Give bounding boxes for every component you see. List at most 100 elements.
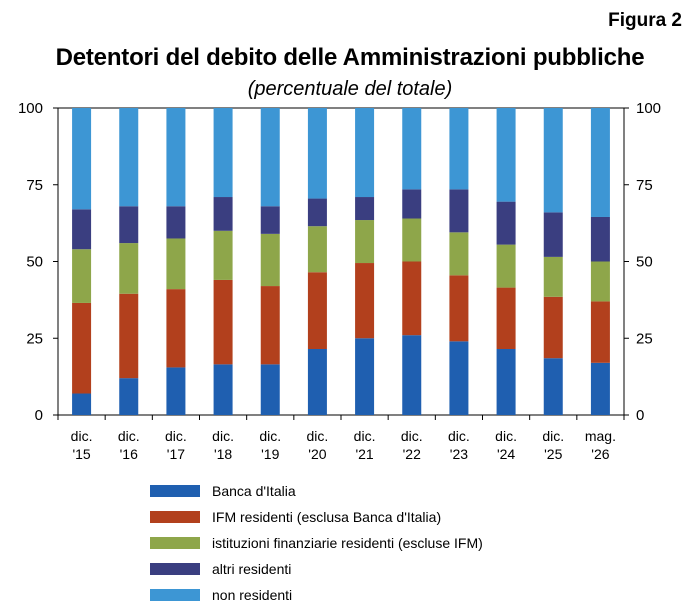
x-tick-label: dic.: [495, 428, 517, 444]
bar-segment: [166, 206, 186, 239]
bar-segment: [402, 108, 422, 190]
bar-segment: [402, 261, 422, 336]
bar-segment: [402, 218, 422, 262]
bar-segment: [543, 108, 563, 213]
legend-item-istituzioni-finanziarie: istituzioni finanziarie residenti (esclu…: [150, 530, 483, 556]
bar-segment: [213, 364, 233, 415]
chart-subtitle: (percentuale del totale): [247, 78, 453, 100]
legend-label: IFM residenti (esclusa Banca d'Italia): [212, 509, 442, 525]
bar-segment: [166, 238, 186, 290]
bar-segment: [119, 378, 139, 415]
legend-swatch: [150, 485, 200, 497]
bar-segment: [355, 338, 375, 415]
bar-segment: [590, 216, 610, 262]
bar-segment: [449, 189, 469, 233]
x-tick-label: '19: [261, 446, 279, 462]
y-tick-label-left: 0: [35, 407, 43, 424]
bar-segment: [72, 249, 92, 303]
x-tick-label: dic.: [354, 428, 376, 444]
x-tick-label: '24: [497, 446, 515, 462]
bar-segment: [402, 189, 422, 219]
x-tick-label: '16: [120, 446, 138, 462]
x-tick-label: '18: [214, 446, 232, 462]
bar-segment: [355, 108, 375, 198]
bar-segment: [260, 286, 280, 365]
bar-segment: [260, 108, 280, 207]
bar-segment: [72, 393, 92, 415]
bar-segment: [72, 302, 92, 394]
bar-segment: [307, 272, 327, 349]
bar-segment: [213, 230, 233, 280]
bar-segment: [355, 263, 375, 339]
bar-segment: [213, 197, 233, 231]
legend-swatch: [150, 511, 200, 523]
legend-item-banca-italia: Banca d'Italia: [150, 478, 483, 504]
bar-segment: [355, 220, 375, 264]
bar-segment: [307, 226, 327, 273]
legend-swatch: [150, 537, 200, 549]
bar-segment: [590, 261, 610, 302]
bar-segment: [449, 341, 469, 415]
bar-segment: [449, 108, 469, 190]
bar-segment: [496, 244, 516, 288]
x-tick-label: '17: [167, 446, 185, 462]
legend-label: altri residenti: [212, 561, 292, 577]
bar-segment: [166, 289, 186, 368]
x-tick-label: dic.: [401, 428, 423, 444]
x-tick-label: '25: [544, 446, 562, 462]
bar-segment: [213, 108, 233, 198]
y-tick-label-left: 75: [26, 177, 43, 194]
bar-segment: [543, 256, 563, 297]
bar-segment: [496, 348, 516, 415]
bar-segment: [590, 301, 610, 363]
bar-segment: [449, 232, 469, 276]
y-tick-label-left: 100: [18, 100, 43, 117]
bar-segment: [307, 348, 327, 415]
stacked-bar-chart: 0 0 25 25 50 50 75 75 100 100 dic. '15 dic. '16 dic. '1…: [18, 100, 661, 462]
x-tick-label: dic.: [542, 428, 564, 444]
bar-segment: [355, 197, 375, 221]
bar-segment: [260, 233, 280, 287]
y-tick-label-left: 25: [26, 330, 43, 347]
x-tick-label: '20: [308, 446, 326, 462]
x-tick-label: mag.: [585, 428, 616, 444]
legend-label: non residenti: [212, 587, 293, 603]
bar-segment: [543, 212, 563, 257]
bar-segment: [119, 206, 139, 244]
bar-segment: [260, 364, 280, 415]
legend-item-altri-residenti: altri residenti: [150, 556, 483, 582]
figure-label: Figura 2: [608, 10, 682, 31]
legend-label: istituzioni finanziarie residenti (esclu…: [212, 535, 483, 551]
bar-segment: [166, 367, 186, 415]
x-tick-label: dic.: [259, 428, 281, 444]
y-tick-label-right: 100: [636, 100, 661, 117]
bar-segment: [590, 362, 610, 415]
bar-segment: [496, 287, 516, 349]
legend-swatch: [150, 563, 200, 575]
x-tick-label: '26: [591, 446, 609, 462]
y-tick-label-right: 0: [636, 407, 644, 424]
bar-segment: [307, 108, 327, 199]
bar-segment: [72, 108, 92, 210]
x-tick-label: dic.: [165, 428, 187, 444]
legend-item-non-residenti: non residenti: [150, 582, 483, 608]
x-tick-label: dic.: [448, 428, 470, 444]
bar-segment: [166, 108, 186, 207]
x-tick-label: '22: [403, 446, 421, 462]
y-tick-label-right: 75: [636, 177, 653, 194]
y-tick-label-right: 25: [636, 330, 653, 347]
chart-title: Detentori del debito delle Amministrazio…: [55, 44, 645, 71]
bar-segment: [449, 275, 469, 342]
bar-segment: [72, 209, 92, 250]
bar-segment: [543, 296, 563, 359]
bar-segment: [496, 201, 516, 245]
x-tick-label: dic.: [307, 428, 329, 444]
bar-segment: [260, 206, 280, 234]
bar-segment: [119, 108, 139, 207]
bar-segment: [119, 243, 139, 294]
plot-frame: [57, 107, 625, 416]
legend-item-ifm-residenti: IFM residenti (esclusa Banca d'Italia): [150, 504, 483, 530]
x-tick-label: dic.: [118, 428, 140, 444]
bar-segment: [307, 198, 327, 227]
x-tick-label: '23: [450, 446, 468, 462]
